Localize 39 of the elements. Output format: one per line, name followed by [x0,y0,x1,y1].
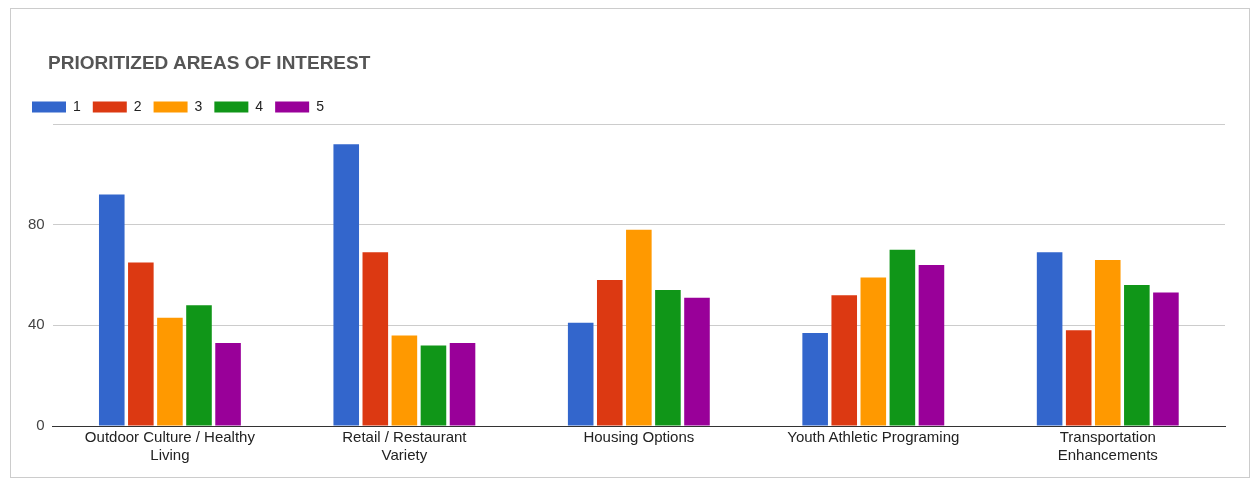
bar [449,342,476,426]
bar [1065,330,1092,426]
x-tick-label: Outdoor Culture / Healthy Living [84,428,256,464]
bar [1153,292,1179,426]
bar [391,335,418,426]
bar [626,229,652,426]
bar [831,295,858,426]
bar [889,249,916,426]
bar [157,317,183,426]
bar [362,252,389,426]
bar [215,342,241,426]
x-tick-label: Retail / Restaurant Variety [342,428,468,464]
legend-label: 4 [255,97,264,114]
bar [1036,252,1063,426]
bar [333,144,360,426]
x-tick-label: Housing Options [583,428,695,446]
legend-label: 3 [194,97,203,114]
legend-label: 5 [316,97,325,114]
bar [186,305,212,426]
legend-label: 2 [133,97,142,114]
y-tick-label: 40 [28,315,45,333]
bar [567,322,594,426]
y-tick-label: 0 [36,416,45,434]
y-tick-label: 80 [28,214,45,232]
x-tick-label: Transportation Enhancements [1057,428,1158,464]
bar [918,264,945,426]
chart-title: PRIORITIZED AREAS OF INTEREST [48,52,371,74]
x-tick-label: Youth Athletic Programing [787,428,960,446]
bar [1094,259,1121,426]
bar [596,280,623,426]
bar [98,194,125,426]
bar [655,290,681,426]
bar [1124,285,1150,426]
bar [128,262,154,426]
bar [802,332,828,426]
bar [684,297,710,426]
legend-label: 1 [73,97,81,114]
bar [420,345,447,426]
bar [860,277,887,426]
